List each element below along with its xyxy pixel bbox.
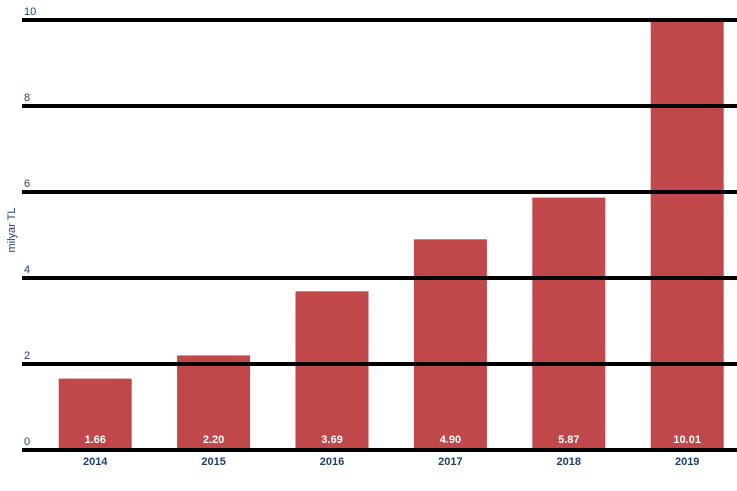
x-tick-label: 2014	[83, 456, 108, 468]
y-tick-label: 2	[24, 350, 30, 362]
value-label: 2.20	[203, 434, 224, 446]
y-tick-label: 4	[24, 264, 30, 276]
bar	[413, 239, 487, 450]
bar	[295, 291, 369, 450]
bar	[532, 197, 606, 450]
bar	[650, 19, 724, 450]
x-tick-label: 2016	[320, 456, 344, 468]
value-label: 4.90	[440, 434, 461, 446]
x-tick-label: 2017	[438, 456, 462, 468]
y-tick-label: 8	[24, 92, 30, 104]
y-tick-label: 10	[24, 6, 36, 18]
y-tick-label: 0	[24, 436, 30, 448]
x-tick-label: 2019	[675, 456, 699, 468]
value-label: 5.87	[558, 434, 579, 446]
bar	[177, 355, 251, 450]
value-label: 10.01	[673, 434, 701, 446]
x-tick-label: 2015	[201, 456, 225, 468]
x-tick-label: 2018	[557, 456, 581, 468]
value-label: 1.66	[84, 434, 105, 446]
value-label: 3.69	[321, 434, 342, 446]
y-axis-label: milyar TL	[6, 207, 18, 252]
y-tick-label: 6	[24, 178, 30, 190]
bar	[58, 378, 132, 450]
